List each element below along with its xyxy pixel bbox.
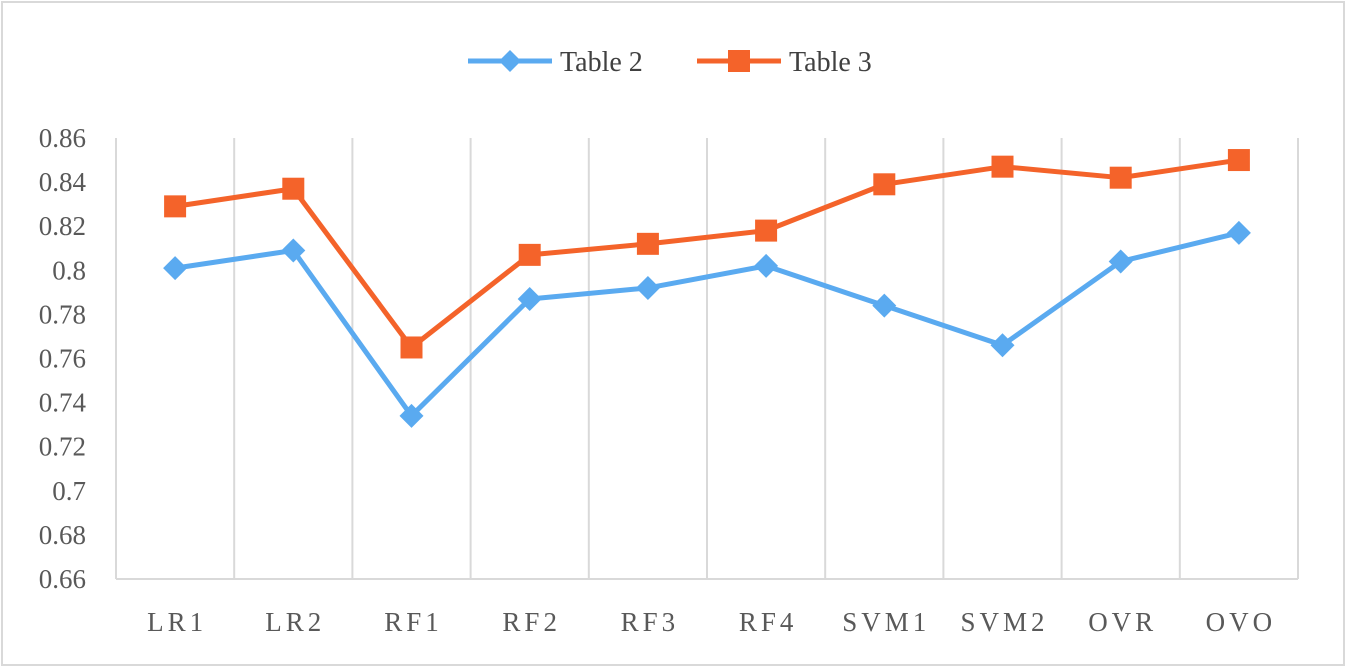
y-tick-label: 0.72 [39, 432, 86, 462]
y-tick-label: 0.66 [39, 564, 86, 594]
point-marker-diamond [163, 256, 188, 281]
legend-label: Table 3 [789, 47, 872, 78]
point-marker-square [1227, 149, 1250, 172]
series-layer [163, 149, 1251, 428]
point-marker-square [164, 195, 187, 218]
legend-label: Table 2 [560, 47, 643, 78]
point-marker-square [518, 243, 541, 266]
y-tick-label: 0.74 [39, 388, 87, 418]
point-marker-diamond [1108, 249, 1133, 274]
point-marker-diamond [754, 253, 779, 278]
point-marker-diamond [990, 333, 1015, 358]
y-tick-label: 0.7 [52, 476, 86, 506]
grid-layer [115, 138, 1299, 579]
point-marker-diamond [872, 293, 897, 318]
x-tick-label: RF2 [502, 607, 561, 637]
x-tick-label: LR2 [265, 607, 325, 637]
x-tick-label: RF3 [621, 607, 680, 637]
point-marker-square [400, 336, 423, 359]
x-tick-label: OVR [1088, 607, 1157, 637]
x-tick-label: SVM1 [842, 607, 930, 637]
x-tick-label: OVO [1206, 607, 1277, 637]
legend-marker-diamond [499, 50, 521, 72]
legend-item-2: Table 3 [697, 47, 872, 78]
point-marker-square [991, 155, 1014, 178]
x-tick-label: RF4 [739, 607, 798, 637]
x-tick-label: RF1 [384, 607, 443, 637]
point-marker-diamond [399, 403, 424, 428]
point-marker-square [636, 232, 659, 255]
y-tick-label: 0.8 [52, 255, 86, 285]
y-tick-label: 0.76 [39, 344, 86, 374]
y-tick-label: 0.82 [39, 211, 86, 241]
point-marker-diamond [635, 275, 660, 300]
point-marker-square [755, 219, 778, 242]
legend-marker-square [728, 50, 750, 72]
legend-item-1: Table 2 [468, 47, 643, 78]
point-marker-square [1109, 166, 1132, 189]
x-tick-label: LR1 [147, 607, 207, 637]
point-marker-diamond [1226, 220, 1251, 245]
y-tick-label: 0.86 [39, 123, 86, 153]
series-line-1 [174, 230, 1240, 419]
point-marker-square [282, 177, 305, 200]
point-marker-square [873, 173, 896, 196]
y-tick-label: 0.68 [39, 520, 86, 550]
legend: Table 2 Table 3 [468, 47, 872, 78]
axis-layer: 0.66 0.68 0.7 0.72 0.74 0.76 0.78 0.8 0.82 0.84 0.… [39, 123, 1298, 637]
x-tick-label: SVM2 [960, 607, 1048, 637]
series-line-2 [174, 157, 1240, 350]
point-marker-diamond [281, 238, 306, 263]
point-marker-diamond [517, 286, 542, 311]
y-tick-label: 0.84 [39, 167, 87, 197]
y-tick-label: 0.78 [39, 299, 86, 329]
